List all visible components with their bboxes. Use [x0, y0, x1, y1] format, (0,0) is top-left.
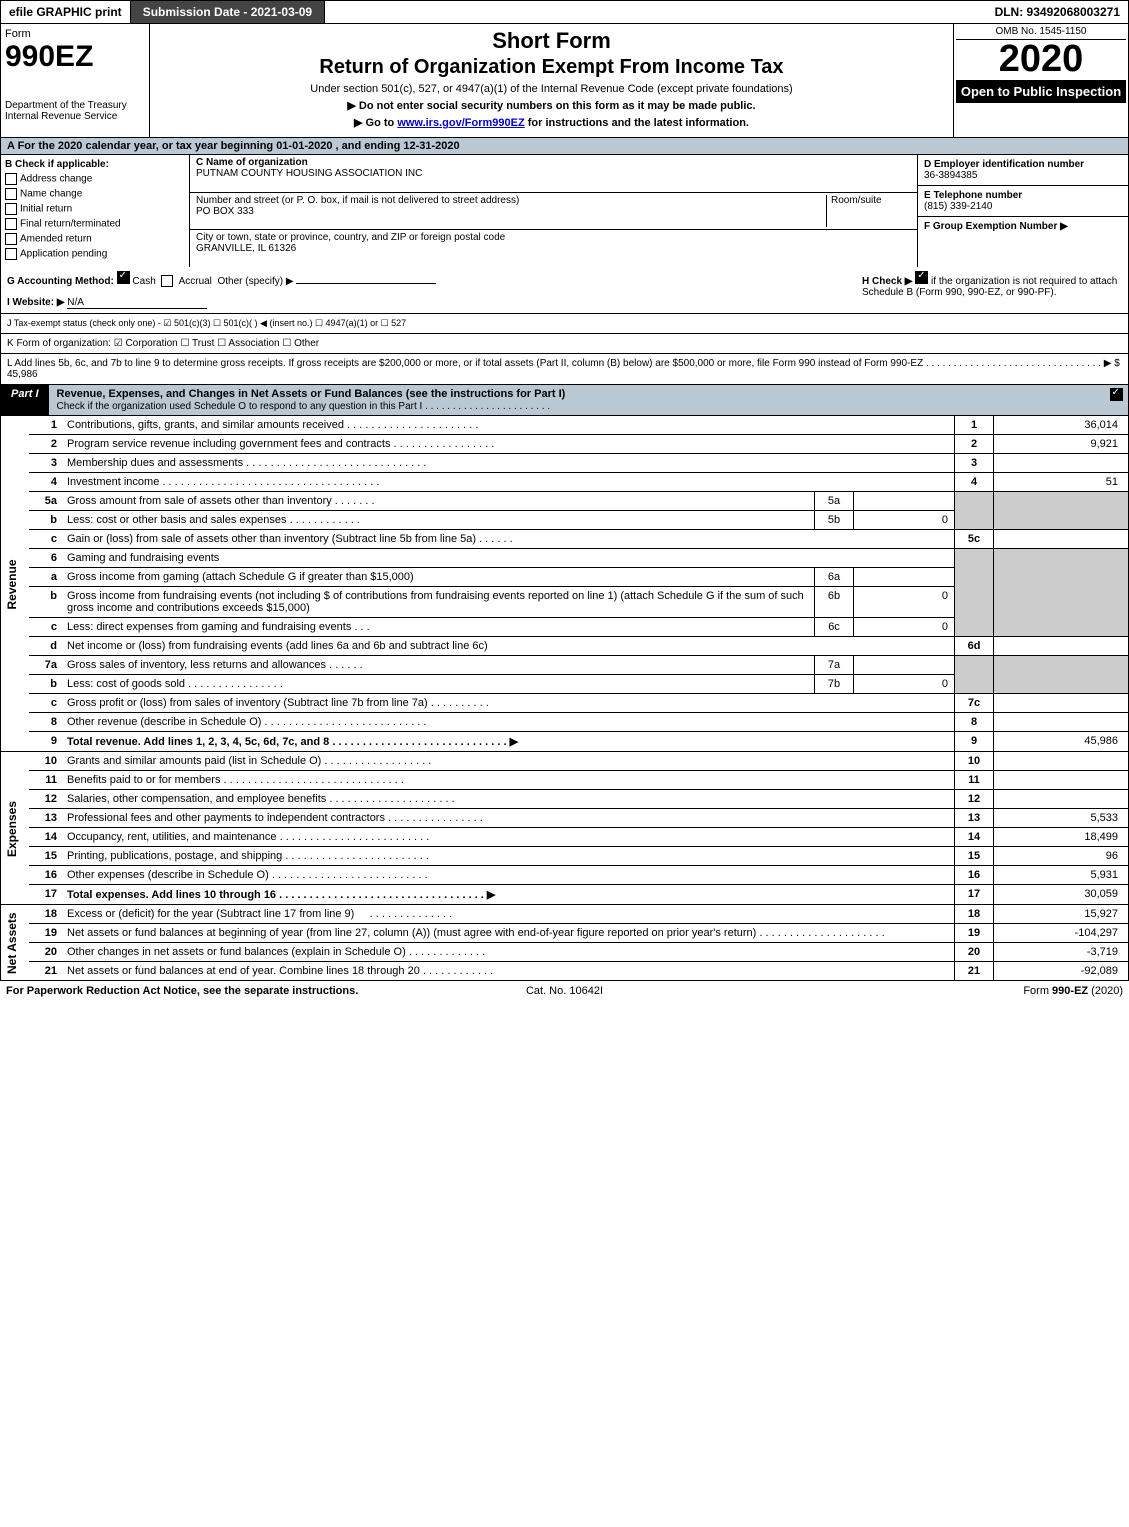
website-value: N/A — [67, 297, 207, 309]
row-gh: G Accounting Method: Cash Accrual Other … — [0, 267, 1129, 314]
header-left: Form 990EZ Department of the Treasury In… — [1, 24, 150, 137]
line-12: 12 Salaries, other compensation, and emp… — [1, 790, 1129, 809]
h-box: H Check ▶ if the organization is not req… — [854, 271, 1122, 309]
box-b: B Check if applicable: Address change Na… — [1, 155, 190, 267]
line-14: 14 Occupancy, rent, utilities, and maint… — [1, 828, 1129, 847]
line-5a: 5a Gross amount from sale of assets othe… — [1, 492, 1129, 511]
netassets-side-label: Net Assets — [1, 905, 30, 981]
part1-sub: Check if the organization used Schedule … — [57, 401, 551, 412]
d-label: D Employer identification number — [924, 159, 1122, 170]
irs-link[interactable]: www.irs.gov/Form990EZ — [397, 117, 524, 129]
line-4: 4 Investment income . . . . . . . . . . … — [1, 473, 1129, 492]
line-13: 13 Professional fees and other payments … — [1, 809, 1129, 828]
city-value: GRANVILLE, IL 61326 — [196, 243, 911, 254]
expenses-side-label: Expenses — [1, 752, 30, 905]
form-ref: Form 990-EZ (2020) — [751, 985, 1123, 997]
goto-post: for instructions and the latest informat… — [525, 117, 749, 129]
chk-name-change[interactable]: Name change — [5, 188, 185, 200]
header-center: Short Form Return of Organization Exempt… — [150, 24, 953, 137]
city-label: City or town, state or province, country… — [196, 232, 911, 243]
period-row: A For the 2020 calendar year, or tax yea… — [0, 138, 1129, 155]
row-j: J Tax-exempt status (check only one) - ☑… — [0, 314, 1129, 334]
revenue-side-label: Revenue — [1, 416, 30, 752]
ssn-warning: ▶ Do not enter social security numbers o… — [158, 99, 945, 112]
box-c: C Name of organization PUTNAM COUNTY HOU… — [190, 155, 917, 267]
line-3: 3 Membership dues and assessments . . . … — [1, 454, 1129, 473]
goto-pre: ▶ Go to — [354, 117, 397, 129]
box-b-title: B Check if applicable: — [5, 159, 185, 170]
addr-value: PO BOX 333 — [196, 206, 826, 217]
goto-note: ▶ Go to www.irs.gov/Form990EZ for instru… — [158, 116, 945, 129]
c-label: C Name of organization — [196, 157, 911, 168]
part1-header: Part I Revenue, Expenses, and Changes in… — [0, 385, 1129, 416]
chk-initial-return[interactable]: Initial return — [5, 203, 185, 215]
line-2: 2 Program service revenue including gove… — [1, 435, 1129, 454]
line-6: 6 Gaming and fundraising events — [1, 549, 1129, 568]
line-11: 11 Benefits paid to or for members . . .… — [1, 771, 1129, 790]
cat-no: Cat. No. 10642I — [378, 985, 750, 997]
open-public-badge: Open to Public Inspection — [956, 80, 1126, 103]
chk-application-pending[interactable]: Application pending — [5, 248, 185, 260]
line-5c: c Gain or (loss) from sale of assets oth… — [1, 530, 1129, 549]
form-word: Form — [5, 28, 145, 40]
part1-schedo-check[interactable] — [1110, 388, 1123, 401]
chk-h[interactable] — [915, 271, 928, 284]
line-15: 15 Printing, publications, postage, and … — [1, 847, 1129, 866]
line-19: 19 Net assets or fund balances at beginn… — [1, 924, 1129, 943]
line-21: 21 Net assets or fund balances at end of… — [1, 962, 1129, 981]
line-18: Net Assets 18 Excess or (deficit) for th… — [1, 905, 1129, 924]
part1-table: Revenue 1 Contributions, gifts, grants, … — [0, 416, 1129, 981]
row-l: L Add lines 5b, 6c, and 7b to line 9 to … — [0, 354, 1129, 385]
e-label: E Telephone number — [924, 190, 1122, 201]
entity-info: B Check if applicable: Address change Na… — [0, 155, 1129, 267]
part1-label: Part I — [1, 385, 49, 415]
chk-address-change[interactable]: Address change — [5, 173, 185, 185]
paperwork-notice: For Paperwork Reduction Act Notice, see … — [6, 985, 378, 997]
line-20: 20 Other changes in net assets or fund b… — [1, 943, 1129, 962]
top-toolbar: efile GRAPHIC print Submission Date - 20… — [0, 0, 1129, 24]
phone-value: (815) 339-2140 — [924, 201, 1122, 212]
l-text: L Add lines 5b, 6c, and 7b to line 9 to … — [7, 358, 1111, 369]
toolbar-spacer — [325, 1, 986, 23]
dept-treasury: Department of the Treasury — [5, 100, 145, 111]
efile-print-button[interactable]: efile GRAPHIC print — [1, 1, 131, 23]
line-7c: c Gross profit or (loss) from sales of i… — [1, 694, 1129, 713]
line-8: 8 Other revenue (describe in Schedule O)… — [1, 713, 1129, 732]
box-def: D Employer identification number 36-3894… — [917, 155, 1128, 267]
g-label: G Accounting Method: — [7, 276, 114, 287]
irs-label: Internal Revenue Service — [5, 111, 145, 122]
submission-date-label: Submission Date - 2021-03-09 — [131, 1, 325, 23]
header-right: OMB No. 1545-1150 2020 Open to Public In… — [953, 24, 1128, 137]
dln-label: DLN: 93492068003271 — [987, 1, 1128, 23]
line-16: 16 Other expenses (describe in Schedule … — [1, 866, 1129, 885]
line-6d: d Net income or (loss) from fundraising … — [1, 637, 1129, 656]
room-suite-label: Room/suite — [826, 195, 911, 228]
chk-cash[interactable] — [117, 271, 130, 284]
ein-value: 36-3894385 — [924, 170, 1122, 181]
page-footer: For Paperwork Reduction Act Notice, see … — [0, 981, 1129, 1001]
short-form-title: Short Form — [158, 28, 945, 54]
h-check-pre: H Check ▶ — [862, 276, 912, 287]
part1-title: Revenue, Expenses, and Changes in Net As… — [57, 388, 566, 400]
addr-label: Number and street (or P. O. box, if mail… — [196, 195, 826, 206]
line-7a: 7a Gross sales of inventory, less return… — [1, 656, 1129, 675]
line-1: Revenue 1 Contributions, gifts, grants, … — [1, 416, 1129, 435]
line-17: 17 Total expenses. Add lines 10 through … — [1, 885, 1129, 905]
org-name: PUTNAM COUNTY HOUSING ASSOCIATION INC — [196, 168, 911, 179]
chk-accrual[interactable] — [161, 275, 173, 287]
row-k: K Form of organization: ☑ Corporation ☐ … — [0, 334, 1129, 354]
line-9: 9 Total revenue. Add lines 1, 2, 3, 4, 5… — [1, 732, 1129, 752]
form-number: 990EZ — [5, 40, 145, 74]
under-section: Under section 501(c), 527, or 4947(a)(1)… — [158, 83, 945, 95]
tax-year: 2020 — [956, 40, 1126, 78]
form-header: Form 990EZ Department of the Treasury In… — [0, 24, 1129, 138]
i-label: I Website: ▶ — [7, 297, 65, 308]
line-10: Expenses 10 Grants and similar amounts p… — [1, 752, 1129, 771]
chk-amended-return[interactable]: Amended return — [5, 233, 185, 245]
return-title: Return of Organization Exempt From Incom… — [158, 56, 945, 79]
chk-final-return[interactable]: Final return/terminated — [5, 218, 185, 230]
f-label: F Group Exemption Number ▶ — [924, 221, 1122, 232]
